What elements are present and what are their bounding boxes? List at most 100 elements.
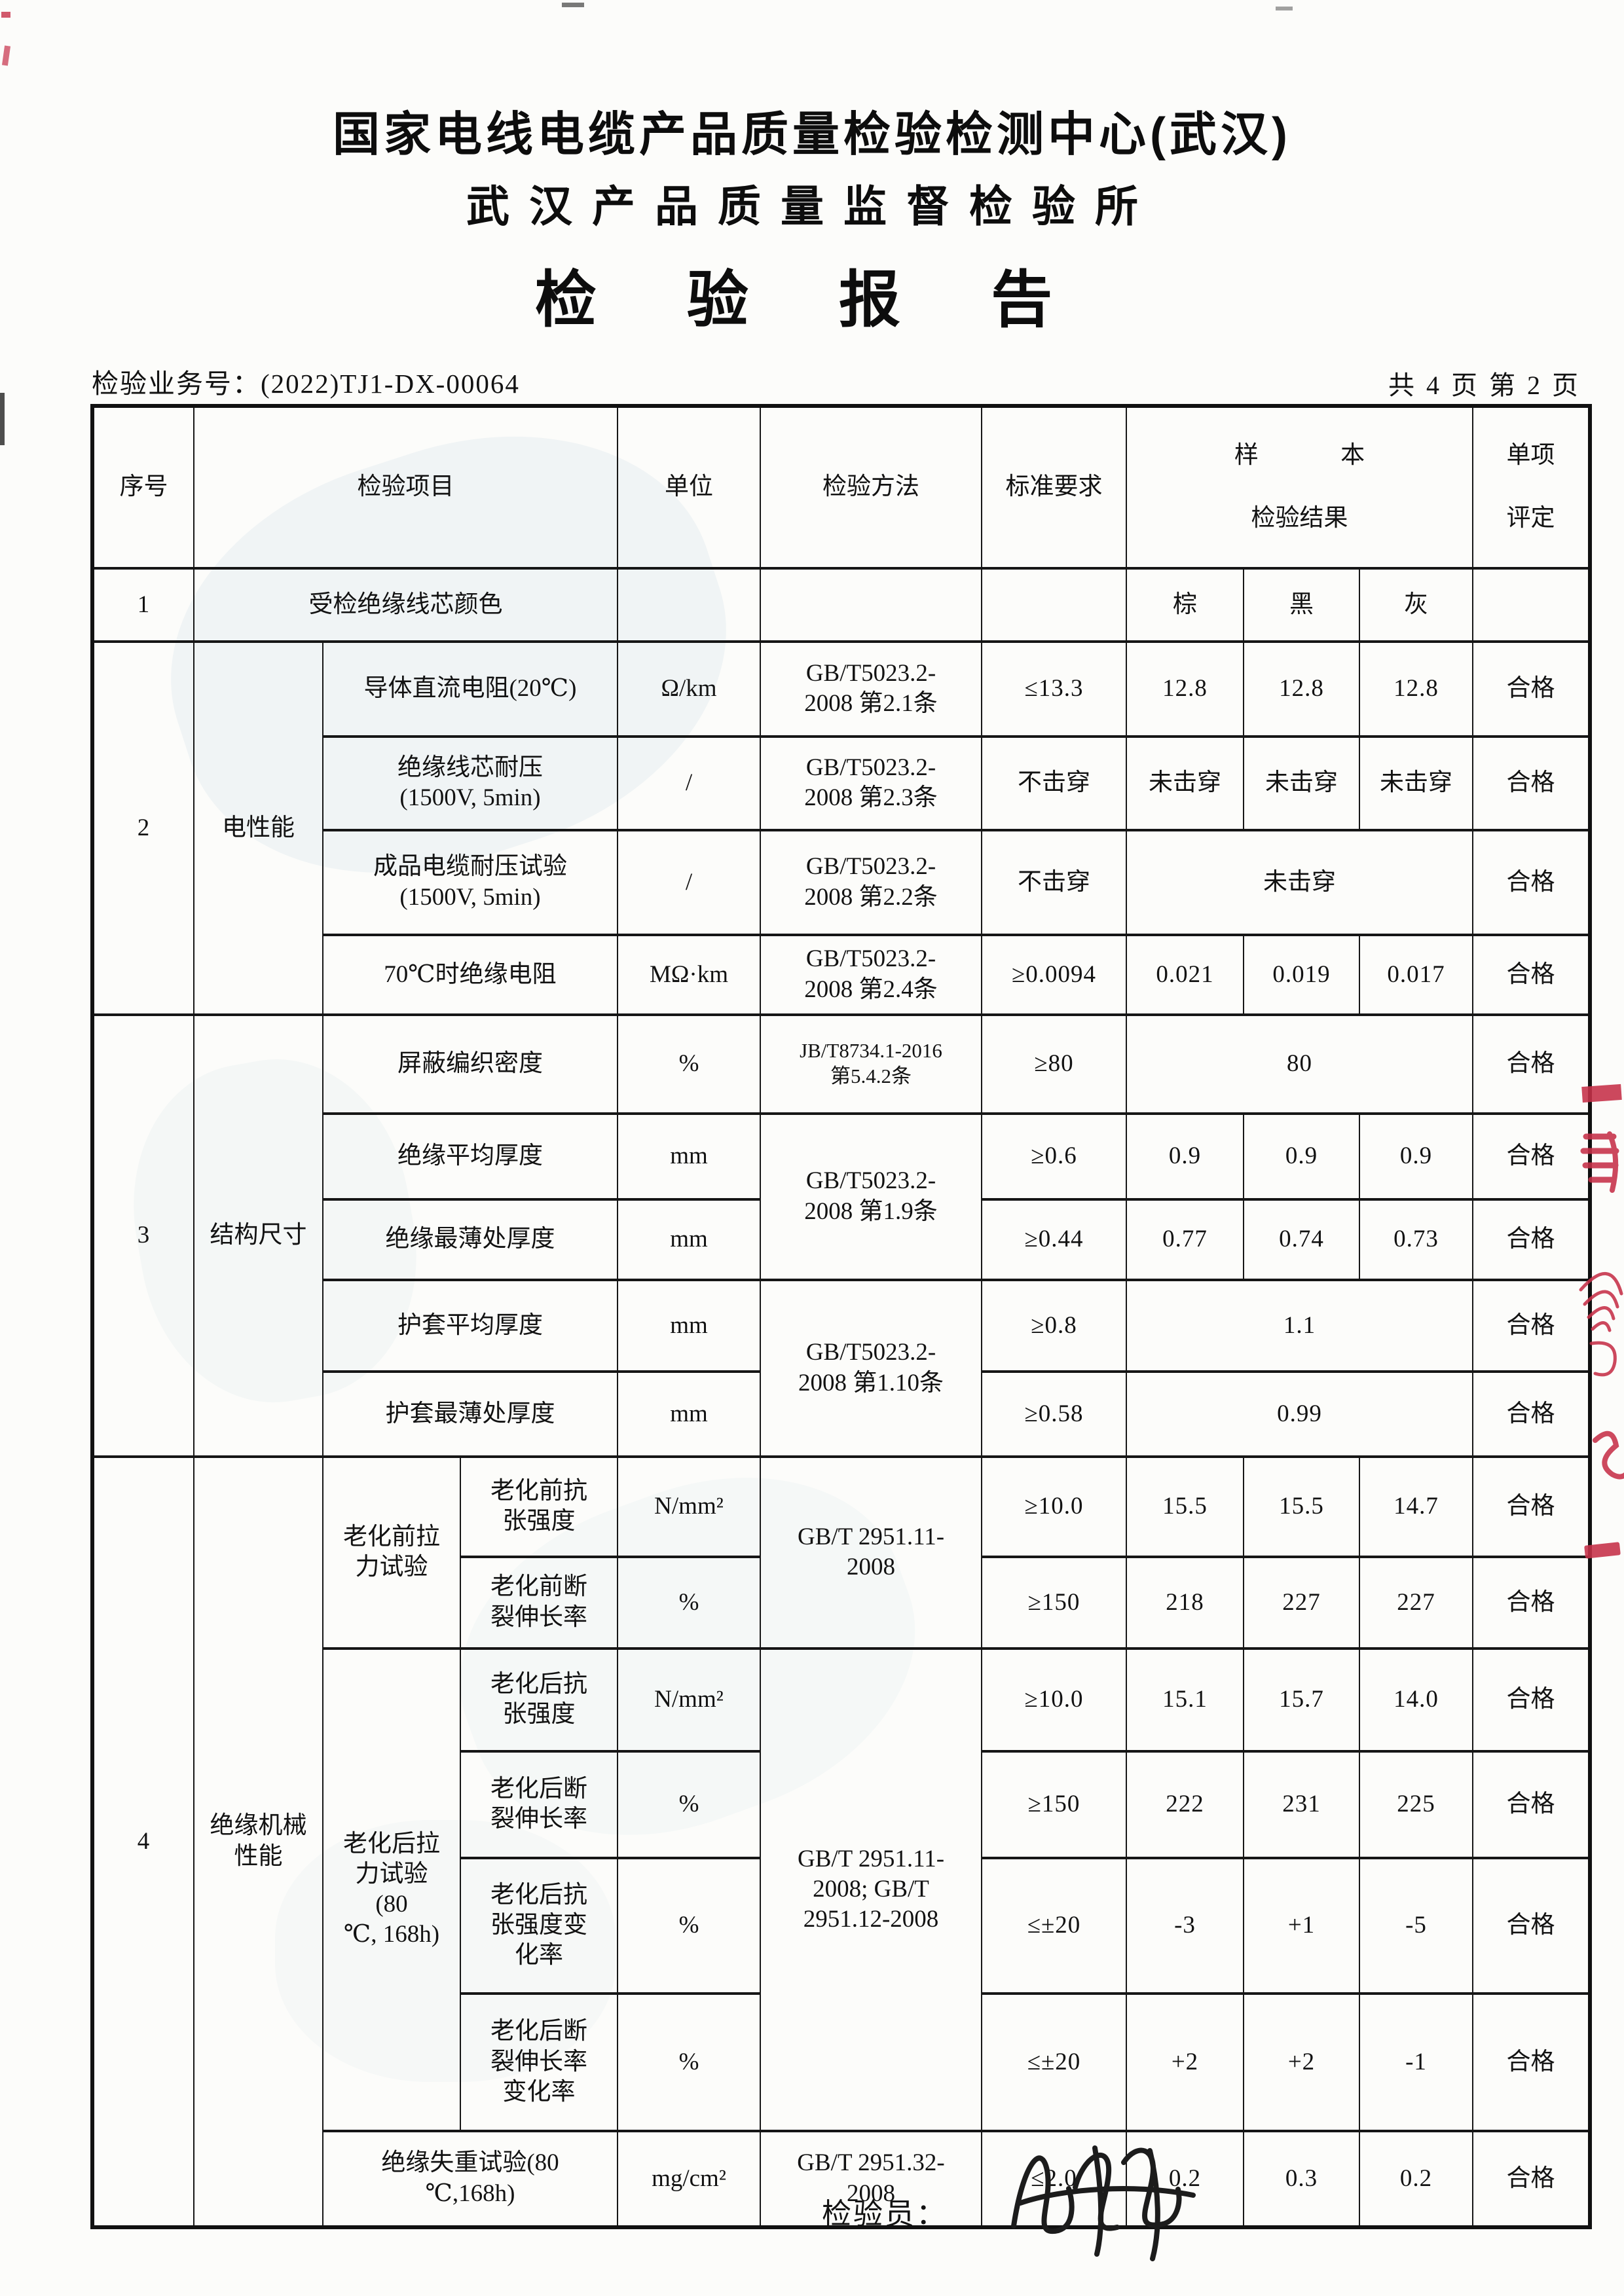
cell-item: 护套最薄处厚度 [322, 1370, 618, 1458]
cell-item: 老化后抗 张强度 [460, 1647, 618, 1753]
cell-item: 老化后断 裂伸长率 [460, 1749, 618, 1859]
cell-sample: 0.9 [1243, 1112, 1360, 1201]
cell-requirement: ≤13.3 [981, 640, 1127, 738]
table-row: 绝缘线芯耐压 (1500V, 5min) / GB/T5023.2- 2008 … [92, 735, 1591, 831]
cell-verdict: 合格 [1472, 1992, 1591, 2132]
cell-sample: 12.8 [1243, 640, 1360, 738]
cell-item: 老化前抗 张强度 [460, 1455, 618, 1558]
cell-sample: 218 [1126, 1555, 1244, 1650]
cell-item: 屏蔽编织密度 [322, 1013, 618, 1115]
cell-sample: 0.2 [1359, 2129, 1473, 2229]
cell-method [760, 566, 982, 643]
cell-requirement: ≥0.6 [981, 1112, 1127, 1201]
header-sample-result: 样 本 检验结果 [1126, 405, 1473, 570]
header-requirement: 标准要求 [981, 405, 1127, 570]
table-row: 3 结构尺寸 屏蔽编织密度 % JB/T8734.1-2016 第5.4.2条 … [92, 1013, 1591, 1458]
cell-unit: % [617, 1749, 761, 1859]
cell-method: GB/T 2951.11- 2008 [760, 1455, 982, 1650]
cell-sample-merged: 1.1 [1126, 1278, 1473, 1373]
cell-seq: 1 [92, 566, 194, 643]
cell-verdict: 合格 [1472, 1278, 1591, 1373]
table-row: 2 电性能 导体直流电阻(20℃) Ω/km GB/T5023.2- 2008 … [92, 640, 1591, 1016]
cell-sample-merged: 80 [1126, 1013, 1473, 1115]
table-row: 绝缘平均厚度 mm GB/T5023.2- 2008 第1.9条 ≥0.6 0.… [92, 1112, 1591, 1281]
cell-item: 护套平均厚度 [322, 1278, 618, 1373]
cell-verdict [1472, 566, 1591, 643]
cell-requirement: ≤±20 [981, 1856, 1127, 1995]
cell-sample: 未击穿 [1243, 735, 1360, 831]
cell-subcategory: 老化前拉 力试验 [322, 1455, 461, 1650]
cell-unit: mm [617, 1197, 761, 1281]
cell-item: 受检绝缘线芯颜色 [193, 566, 618, 643]
cell-sample: 0.2 [1126, 2129, 1244, 2229]
scan-speck [1276, 7, 1293, 10]
cell-requirement: ≥10.0 [981, 1647, 1127, 1753]
cell-unit: / [617, 828, 761, 936]
cell-requirement: ≥10.0 [981, 1455, 1127, 1558]
cell-unit: % [617, 1992, 761, 2132]
cell-verdict: 合格 [1472, 1455, 1591, 1558]
cell-category: 绝缘机械 性能 [193, 1455, 323, 2229]
cell-verdict: 合格 [1472, 1013, 1591, 1115]
cell-verdict: 合格 [1472, 1749, 1591, 1859]
cell-seq: 3 [92, 1013, 194, 1458]
cell-sample: -1 [1359, 1992, 1473, 2132]
cell-sample: 15.7 [1243, 1647, 1360, 1753]
cell-requirement: 不击穿 [981, 828, 1127, 936]
cell-item: 老化前断 裂伸长率 [460, 1555, 618, 1650]
header-sample-line1: 样 本 [1234, 442, 1403, 469]
inspector-label: 检验员： [822, 2198, 948, 2231]
cell-method: GB/T 2951.11- 2008; GB/T 2951.12-2008 [760, 1647, 982, 2132]
cell-sample: -3 [1126, 1856, 1244, 1995]
cell-method: GB/T5023.2- 2008 第2.3条 [760, 735, 982, 831]
cell-verdict: 合格 [1472, 1555, 1591, 1650]
cell-sample: 0.3 [1243, 2129, 1360, 2229]
cell-unit: N/mm² [617, 1455, 761, 1558]
cell-sample: 227 [1359, 1555, 1473, 1650]
report-title: 检 验 报 告 [534, 265, 1090, 334]
cell-requirement [981, 566, 1127, 643]
cell-item: 老化后抗 张强度变 化率 [460, 1856, 618, 1995]
cell-unit: mm [617, 1278, 761, 1373]
cell-verdict: 合格 [1472, 828, 1591, 936]
cell-sample: 231 [1243, 1749, 1360, 1859]
table-row: 1 受检绝缘线芯颜色 棕 黑 灰 [92, 566, 1591, 643]
cell-requirement: ≥150 [981, 1555, 1127, 1650]
header-item: 检验项目 [193, 405, 618, 570]
cell-sample: 225 [1359, 1749, 1473, 1859]
cell-requirement: ≥80 [981, 1013, 1127, 1115]
cell-sample: 12.8 [1126, 640, 1244, 738]
cell-item: 老化后断 裂伸长率 变化率 [460, 1992, 618, 2132]
cell-sample: 棕 [1126, 566, 1244, 643]
report-table: 序号 检验项目 单位 检验方法 标准要求 样 本 检验结果 单项 评定 1 受检… [90, 404, 1592, 2229]
cell-requirement: ≥0.8 [981, 1278, 1127, 1373]
cell-sample: 未击穿 [1126, 735, 1244, 831]
cell-unit: mg/cm² [617, 2129, 761, 2229]
cell-sample: 0.77 [1126, 1197, 1244, 1281]
cell-sample: 222 [1126, 1749, 1244, 1859]
cell-category: 电性能 [193, 640, 323, 1016]
cell-sample: 12.8 [1359, 640, 1473, 738]
cell-sample: 未击穿 [1359, 735, 1473, 831]
cell-requirement: 不击穿 [981, 735, 1127, 831]
cell-verdict: 合格 [1472, 1112, 1591, 1201]
cell-item: 绝缘最薄处厚度 [322, 1197, 618, 1281]
cell-verdict: 合格 [1472, 1647, 1591, 1753]
cell-sample: 15.5 [1243, 1455, 1360, 1558]
cell-seq: 4 [92, 1455, 194, 2229]
cell-requirement: ≥0.44 [981, 1197, 1127, 1281]
cell-verdict: 合格 [1472, 1856, 1591, 1995]
inspector-signature [1011, 2145, 1196, 2261]
cell-sample: 0.021 [1126, 933, 1244, 1016]
header-seq: 序号 [92, 405, 194, 570]
cell-requirement: ≤±20 [981, 1992, 1127, 2132]
business-no-value: (2022)TJ1-DX-00064 [261, 369, 520, 399]
cell-unit: mm [617, 1370, 761, 1458]
org-name-line1: 国家电线电缆产品质量检验检测中心(武汉) [333, 109, 1291, 161]
header-row: 序号 检验项目 单位 检验方法 标准要求 样 本 检验结果 单项 评定 [92, 405, 1591, 570]
cell-verdict: 合格 [1472, 2129, 1591, 2229]
table-row: 绝缘最薄处厚度 mm ≥0.44 0.77 0.74 0.73 合格 [92, 1197, 1591, 1281]
table-row: 老化后断 裂伸长率 变化率 % ≤±20 +2 +2 -1 合格 [92, 1992, 1591, 2132]
table-row: 护套平均厚度 mm GB/T5023.2- 2008 第1.10条 ≥0.8 1… [92, 1278, 1591, 1458]
